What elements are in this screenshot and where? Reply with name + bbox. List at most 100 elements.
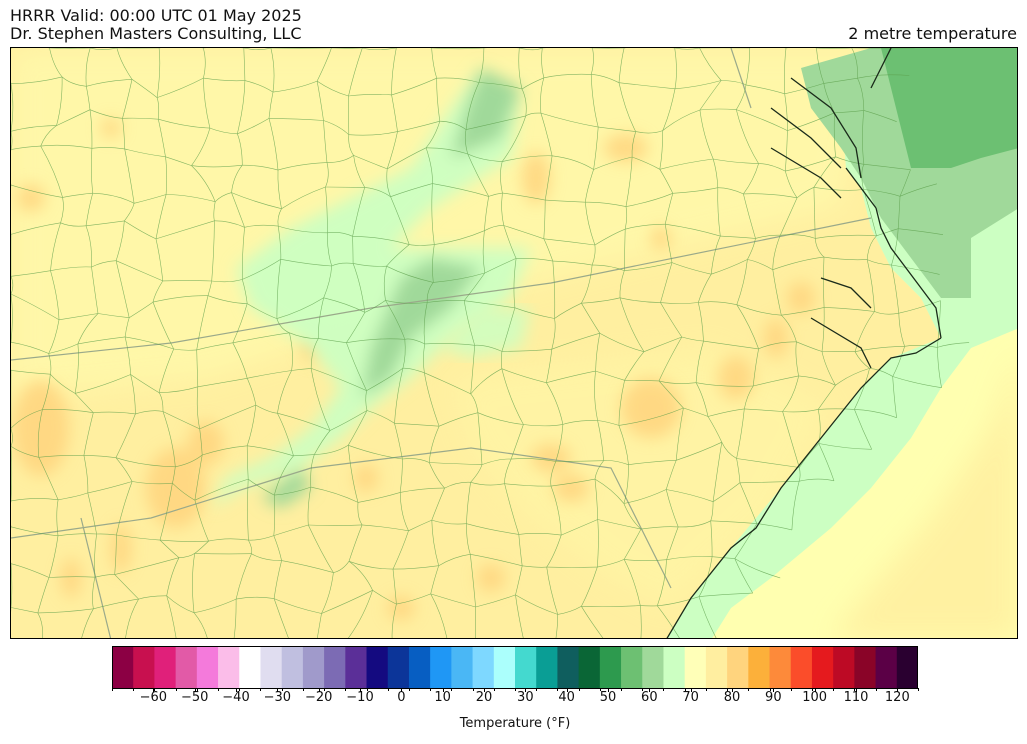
county-boundary <box>717 187 744 195</box>
county-boundary <box>585 201 627 207</box>
county-boundary <box>158 119 166 157</box>
county-boundary <box>699 108 737 111</box>
county-boundary <box>780 197 798 236</box>
county-boundary <box>289 332 293 371</box>
county-boundary <box>37 577 50 613</box>
county-boundary <box>625 156 633 207</box>
county-boundary <box>854 351 870 369</box>
colorbar-swatch <box>833 646 855 689</box>
county-boundary <box>348 524 363 562</box>
county-boundary <box>427 300 465 303</box>
county-boundary <box>362 524 409 532</box>
county-boundary <box>11 184 63 198</box>
colorbar-minor-tick <box>790 688 792 691</box>
county-boundary <box>42 374 51 410</box>
county-boundary <box>467 153 489 197</box>
county-boundary <box>782 409 819 413</box>
county-boundary <box>386 244 410 267</box>
colorbar-minor-tick <box>727 688 729 691</box>
county-boundary <box>618 380 625 426</box>
county-boundary <box>115 220 125 261</box>
county-boundary <box>428 426 440 463</box>
county-boundary <box>242 164 279 171</box>
county-boundary <box>835 156 864 165</box>
county-boundary <box>736 304 782 316</box>
county-boundary <box>816 48 825 84</box>
coastline <box>666 48 942 638</box>
colorbar-tick-mark <box>484 688 485 692</box>
county-boundary <box>433 272 485 283</box>
colorbar-swatch <box>302 646 325 689</box>
county-boundary <box>391 94 398 132</box>
county-boundary <box>317 613 322 638</box>
county-boundary <box>11 76 63 84</box>
county-boundary <box>470 464 483 483</box>
county-boundary <box>321 590 373 614</box>
county-boundary <box>114 557 180 575</box>
county-boundary <box>310 486 359 503</box>
county-boundary <box>544 155 553 201</box>
county-boundary <box>891 264 940 275</box>
county-boundary <box>666 556 713 560</box>
county-boundary <box>134 194 167 204</box>
county-boundary <box>623 528 642 560</box>
county-boundary <box>308 524 334 573</box>
county-boundary <box>699 80 722 111</box>
colorbar-minor-tick <box>515 688 516 691</box>
county-boundary <box>463 300 475 346</box>
colorbar-swatch <box>281 646 304 689</box>
county-boundary <box>854 311 875 352</box>
county-boundary <box>273 598 289 638</box>
county-boundary <box>213 201 216 221</box>
county-boundary <box>477 412 524 425</box>
county-boundary <box>431 520 439 566</box>
county-boundary <box>660 302 699 304</box>
county-boundary <box>818 443 835 481</box>
colorbar-tick-label: −20 <box>304 690 333 705</box>
county-boundary <box>85 48 91 87</box>
county-boundary <box>664 224 673 263</box>
county-boundary <box>736 109 759 164</box>
county-boundary <box>658 380 697 384</box>
county-boundary <box>237 118 270 135</box>
county-boundary <box>897 196 901 229</box>
county-boundary <box>739 480 800 484</box>
county-boundary <box>115 457 133 482</box>
county-boundary <box>138 595 167 600</box>
county-boundary <box>552 155 594 170</box>
county-boundary <box>752 348 759 387</box>
county-boundary <box>590 74 599 128</box>
county-boundary <box>597 519 642 530</box>
county-boundary <box>464 129 468 154</box>
county-boundary <box>904 344 938 348</box>
county-boundary <box>470 393 479 413</box>
county-boundary <box>152 280 164 303</box>
colorbar-swatch <box>324 646 346 689</box>
county-boundary <box>158 386 198 393</box>
county-boundary <box>273 598 322 614</box>
county-boundary <box>58 492 88 501</box>
county-boundary <box>543 200 546 239</box>
county-boundary <box>364 187 391 197</box>
county-boundary <box>247 370 292 379</box>
county-boundary <box>430 593 476 608</box>
county-boundary <box>329 410 368 431</box>
county-boundary <box>781 314 797 342</box>
county-boundary <box>155 220 215 240</box>
county-boundary <box>159 539 180 558</box>
county-boundary <box>683 407 709 417</box>
county-boundary <box>194 454 203 501</box>
county-boundary <box>353 263 387 267</box>
county-boundary <box>424 372 471 395</box>
county-boundary <box>854 368 870 410</box>
county-boundary <box>391 604 397 638</box>
county-boundary <box>734 558 754 594</box>
county-boundary <box>49 48 63 78</box>
county-boundary <box>782 411 800 468</box>
county-boundary <box>815 234 877 239</box>
county-boundary <box>394 368 404 424</box>
county-boundary <box>623 503 642 530</box>
county-boundary <box>276 318 290 334</box>
ocean-warm-band <box>832 353 1017 638</box>
county-boundary <box>552 261 556 319</box>
